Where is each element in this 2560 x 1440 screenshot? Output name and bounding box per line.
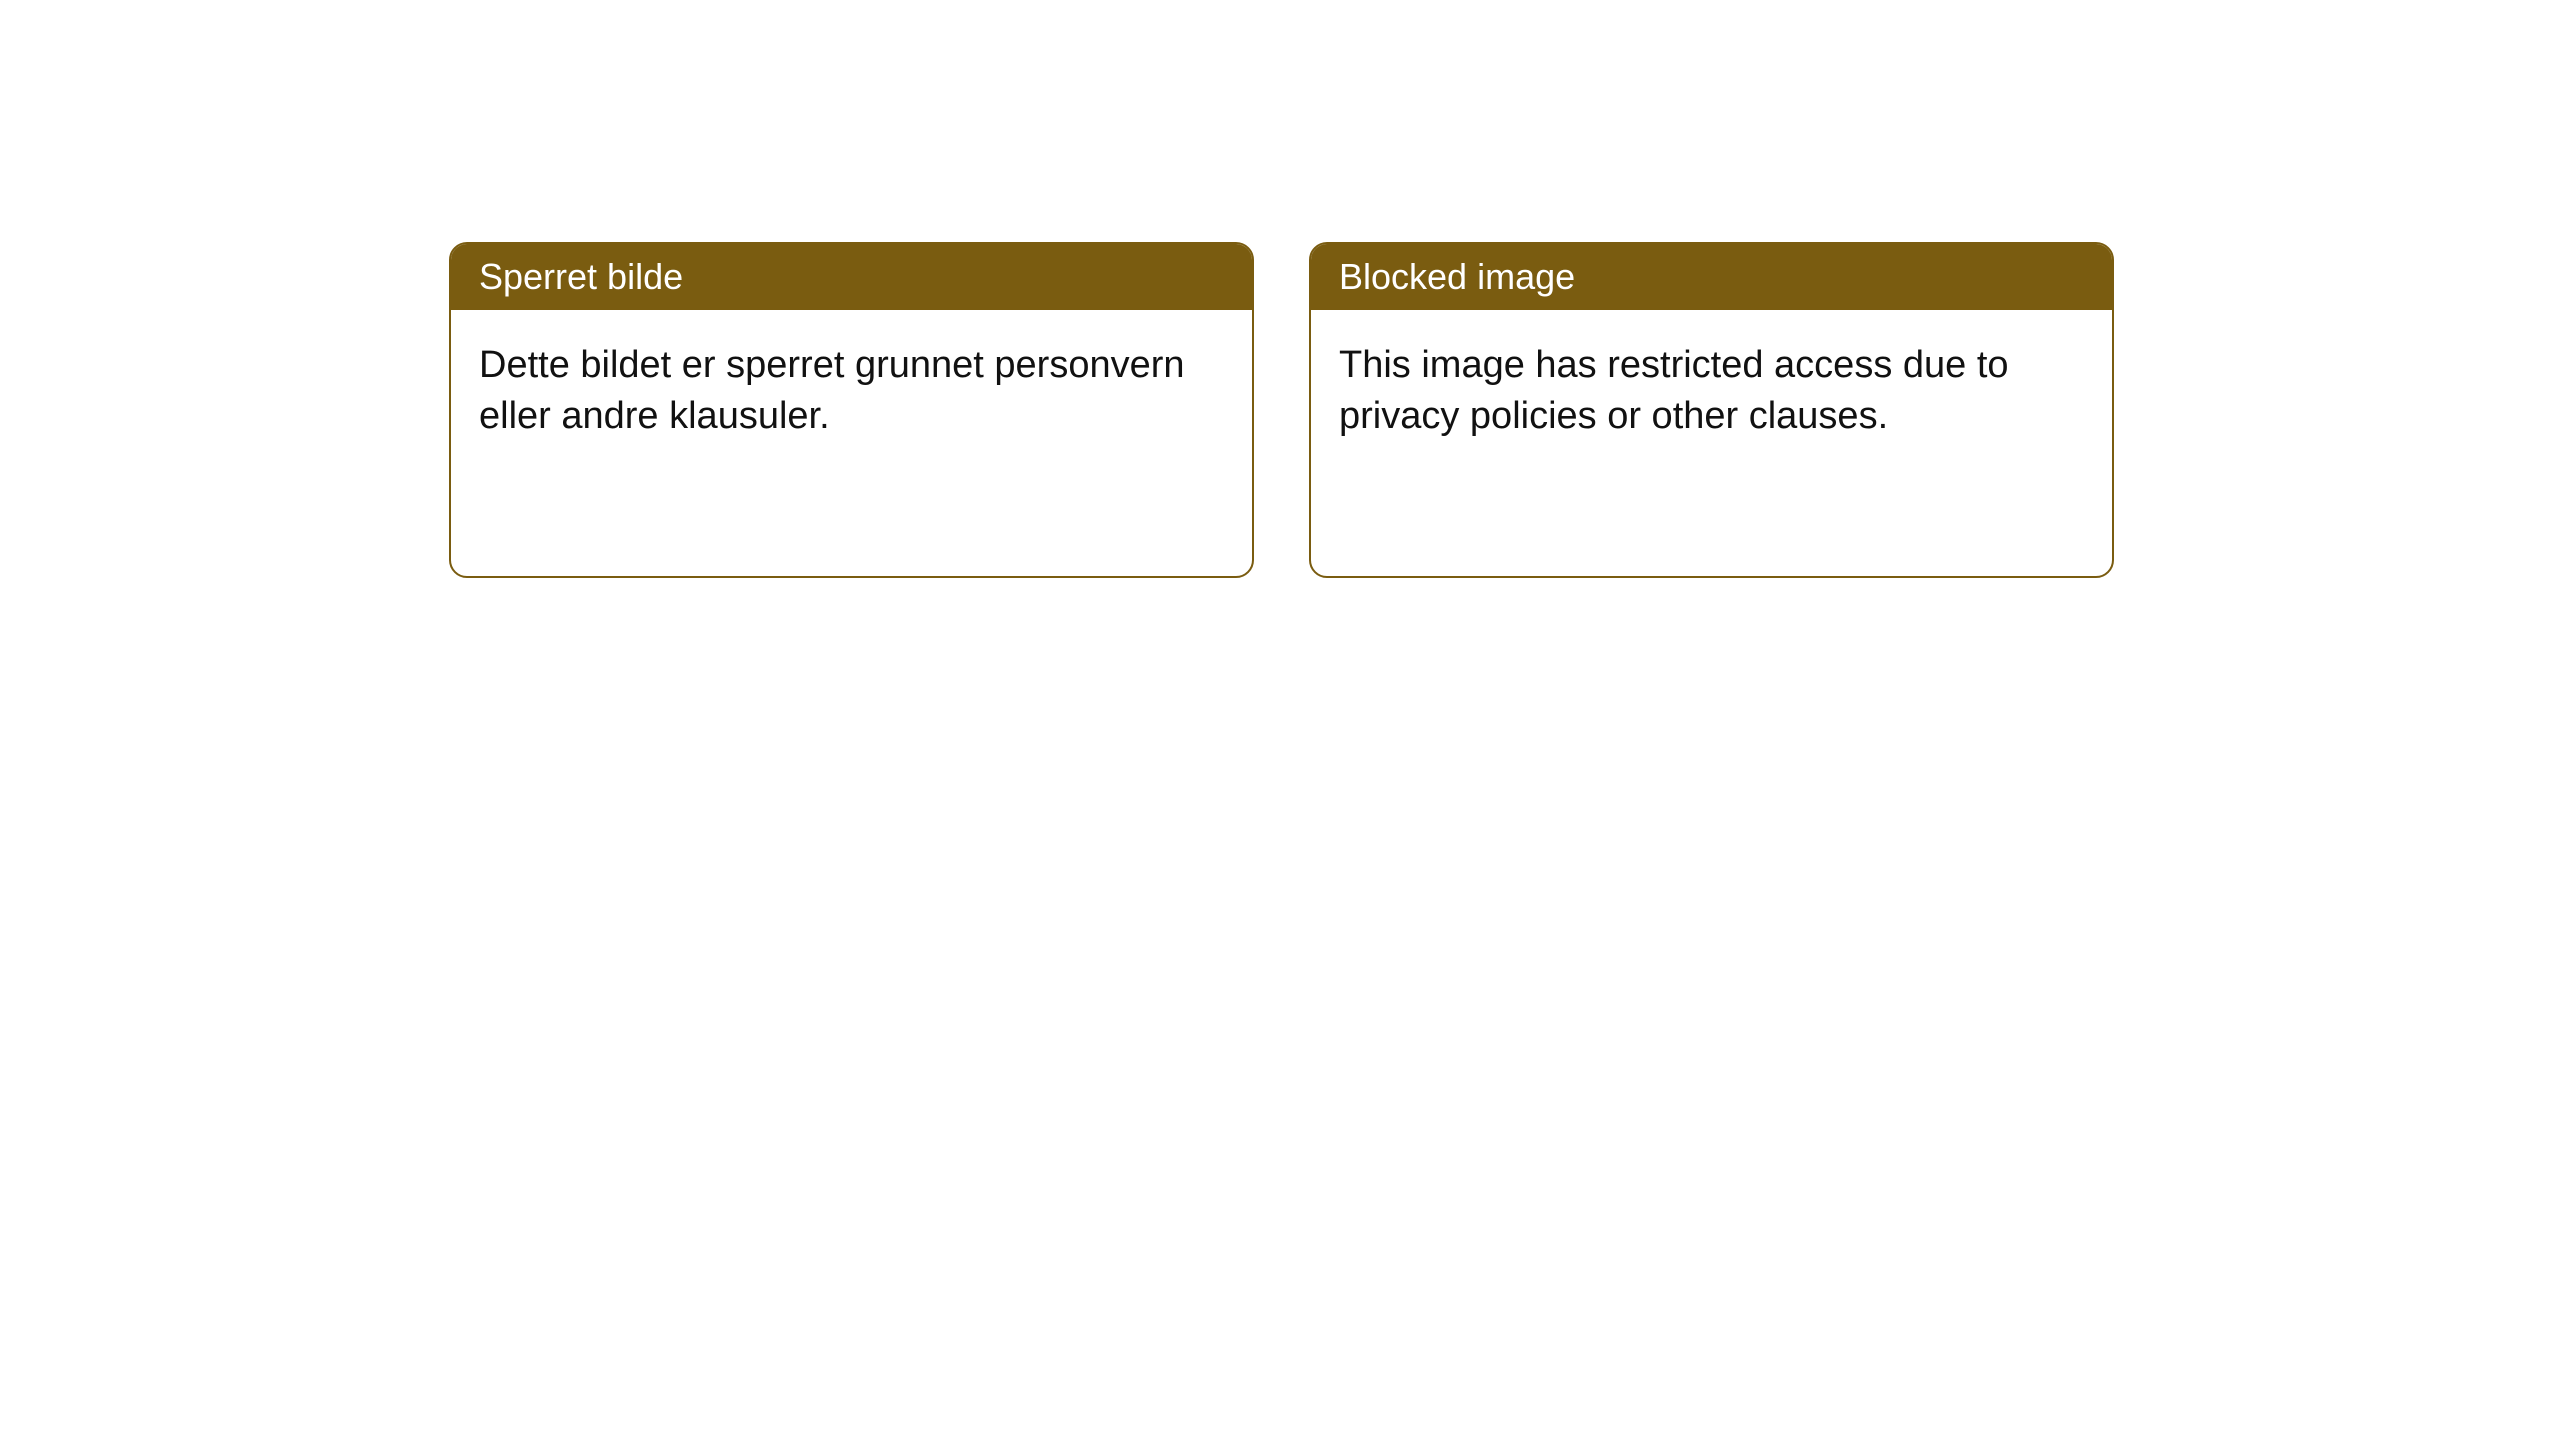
- notice-card-norwegian: Sperret bilde Dette bildet er sperret gr…: [449, 242, 1254, 578]
- notice-container: Sperret bilde Dette bildet er sperret gr…: [449, 242, 2114, 578]
- notice-card-english: Blocked image This image has restricted …: [1309, 242, 2114, 578]
- notice-card-header: Blocked image: [1311, 244, 2112, 310]
- notice-card-body: This image has restricted access due to …: [1311, 310, 2112, 473]
- notice-card-body: Dette bildet er sperret grunnet personve…: [451, 310, 1252, 473]
- notice-card-header: Sperret bilde: [451, 244, 1252, 310]
